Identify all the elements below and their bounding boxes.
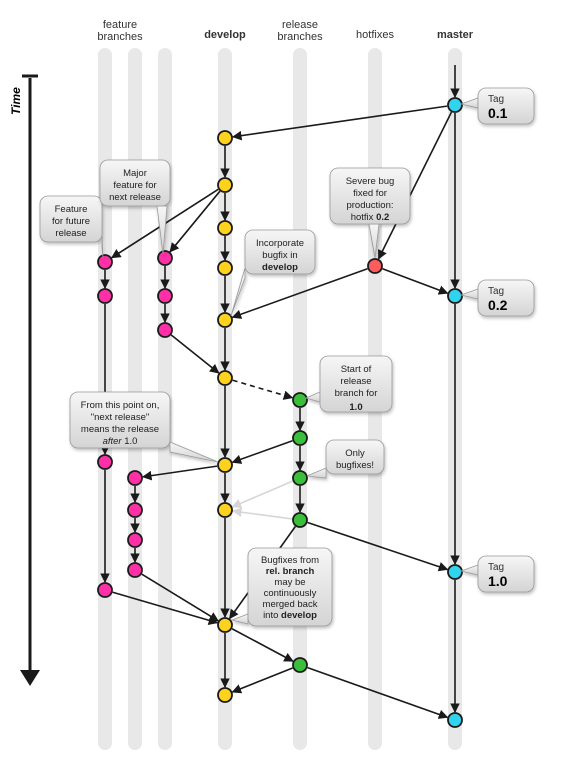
- svg-text:production:: production:: [346, 200, 393, 211]
- commit-m0: [448, 98, 462, 112]
- callout-from-this-point: From this point on,"next release"means t…: [70, 392, 218, 462]
- commit-fc2: [158, 323, 172, 337]
- commit-fb0: [128, 471, 142, 485]
- svg-text:Major: Major: [123, 168, 147, 179]
- commit-d1: [218, 178, 232, 192]
- commit-m2: [448, 565, 462, 579]
- commit-fa1: [98, 289, 112, 303]
- commit-h0: [368, 259, 382, 273]
- svg-text:"next release": "next release": [91, 412, 150, 423]
- commit-r2: [293, 471, 307, 485]
- svg-text:Start of: Start of: [341, 364, 372, 375]
- svg-text:after 1.0: after 1.0: [103, 436, 138, 447]
- lane-label-master: master: [437, 29, 474, 41]
- svg-text:0.1: 0.1: [488, 105, 508, 121]
- svg-text:Tag: Tag: [488, 286, 504, 297]
- commit-r4: [293, 658, 307, 672]
- svg-text:means the release: means the release: [81, 424, 159, 435]
- gitflow-diagram: featurebranchesdevelopreleasebrancheshot…: [0, 0, 575, 762]
- commit-r3: [293, 513, 307, 527]
- commit-fa2: [98, 455, 112, 469]
- svg-text:Tag: Tag: [488, 94, 504, 105]
- svg-text:develop: develop: [262, 262, 298, 273]
- time-label: Time: [9, 87, 23, 115]
- tag-tag-0.2: Tag0.2: [461, 280, 534, 316]
- commit-fa3: [98, 583, 112, 597]
- svg-text:1.0: 1.0: [349, 402, 362, 413]
- lane-label-feature-b: feature: [103, 19, 137, 31]
- svg-text:into develop: into develop: [263, 610, 317, 621]
- commit-d9: [218, 688, 232, 702]
- commit-fb1: [128, 503, 142, 517]
- callout-only-bugfixes: Onlybugfixes!: [307, 440, 384, 478]
- svg-text:merged back: merged back: [263, 599, 318, 610]
- tag-tag-1.0: Tag1.0: [461, 556, 534, 592]
- svg-text:hotfix 0.2: hotfix 0.2: [351, 212, 390, 223]
- svg-text:branch for: branch for: [335, 388, 378, 399]
- svg-text:bugfixes!: bugfixes!: [336, 460, 374, 471]
- svg-text:From this point on,: From this point on,: [81, 400, 160, 411]
- commit-d3: [218, 261, 232, 275]
- svg-text:feature for: feature for: [113, 180, 156, 191]
- commit-m3: [448, 713, 462, 727]
- callout-start-release: Start ofreleasebranch for 1.0: [306, 356, 392, 413]
- svg-text:next release: next release: [109, 192, 161, 203]
- svg-text:Incorporate: Incorporate: [256, 238, 304, 249]
- svg-text:Tag: Tag: [488, 562, 504, 573]
- commit-d6: [218, 458, 232, 472]
- commit-r0: [293, 393, 307, 407]
- commit-r1: [293, 431, 307, 445]
- commit-d2: [218, 221, 232, 235]
- svg-text:1.0: 1.0: [488, 573, 508, 589]
- svg-text:Severe bug: Severe bug: [346, 176, 395, 187]
- svg-text:branches: branches: [97, 31, 143, 43]
- commit-fc0: [158, 251, 172, 265]
- commit-fc1: [158, 289, 172, 303]
- svg-text:fixed for: fixed for: [353, 188, 387, 199]
- callout-feature-future: Featurefor futurerelease: [40, 196, 103, 258]
- commit-d7: [218, 503, 232, 517]
- svg-text:bugfix in: bugfix in: [262, 250, 297, 261]
- commit-d0: [218, 131, 232, 145]
- lane-label-release: release: [282, 19, 318, 31]
- svg-text:continuously: continuously: [264, 588, 317, 599]
- svg-text:0.2: 0.2: [488, 297, 508, 313]
- callout-bugfixes-merged: Bugfixes fromrel. branchmay becontinuous…: [232, 548, 332, 626]
- commit-m1: [448, 289, 462, 303]
- svg-text:for future: for future: [52, 216, 90, 227]
- svg-text:branches: branches: [277, 31, 323, 43]
- svg-text:rel. branch: rel. branch: [266, 566, 315, 577]
- tag-tag-0.1: Tag0.1: [461, 88, 534, 124]
- svg-text:Only: Only: [345, 448, 365, 459]
- svg-text:Bugfixes from: Bugfixes from: [261, 555, 319, 566]
- commit-fa0: [98, 255, 112, 269]
- lane-label-develop: develop: [204, 29, 246, 41]
- commit-fb3: [128, 563, 142, 577]
- svg-text:release: release: [340, 376, 371, 387]
- commit-fb2: [128, 533, 142, 547]
- commit-d4: [218, 313, 232, 327]
- lane-label-hotfix: hotfixes: [356, 29, 394, 41]
- svg-text:Feature: Feature: [55, 204, 88, 215]
- commit-d5: [218, 371, 232, 385]
- svg-text:release: release: [55, 228, 86, 239]
- commit-d8: [218, 618, 232, 632]
- svg-text:may be: may be: [274, 577, 305, 588]
